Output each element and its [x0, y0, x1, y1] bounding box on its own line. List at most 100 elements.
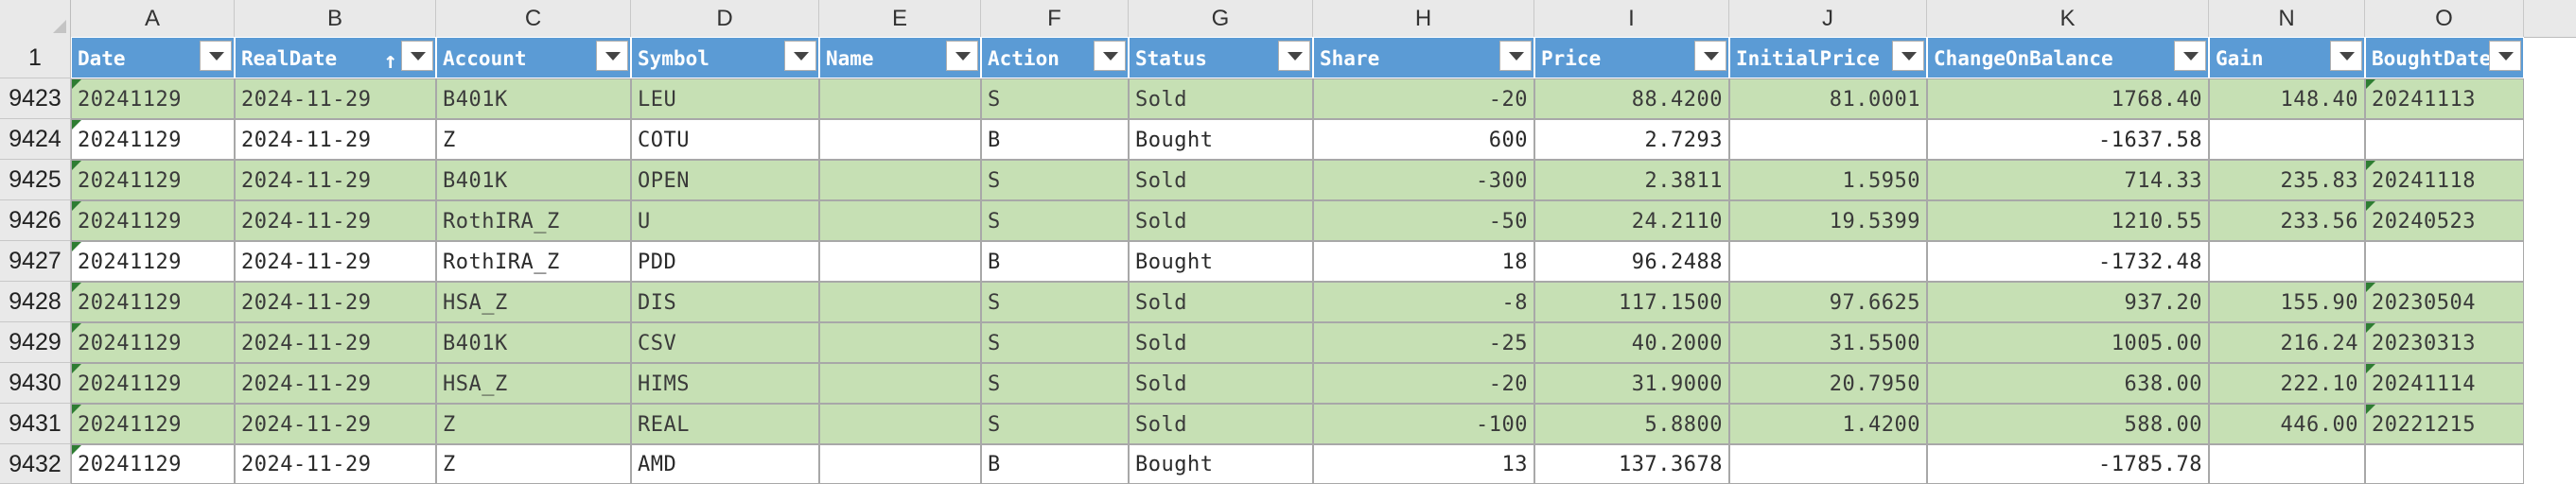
column-letter-n[interactable]: N — [2209, 0, 2365, 37]
table-cell[interactable]: B — [981, 119, 1129, 160]
row-number[interactable]: 1 — [0, 37, 71, 78]
table-cell[interactable]: 20241129 — [71, 160, 235, 200]
table-cell[interactable]: 20241129 — [71, 444, 235, 484]
row-number[interactable]: 9427 — [0, 241, 71, 282]
filter-dropdown-icon[interactable] — [1892, 41, 1924, 71]
table-cell[interactable]: HIMS — [631, 363, 819, 404]
table-cell[interactable]: B401K — [436, 78, 631, 119]
table-cell[interactable]: -1637.58 — [1927, 119, 2209, 160]
table-cell[interactable] — [819, 200, 981, 241]
filter-dropdown-icon[interactable] — [1278, 41, 1310, 71]
table-header-name[interactable]: Name — [819, 37, 981, 78]
table-cell[interactable]: 20230313 — [2365, 322, 2524, 363]
table-cell[interactable]: 96.2488 — [1534, 241, 1729, 282]
table-cell[interactable]: S — [981, 160, 1129, 200]
table-cell[interactable]: 20241129 — [71, 78, 235, 119]
table-cell[interactable] — [819, 119, 981, 160]
table-cell[interactable]: 20240523 — [2365, 200, 2524, 241]
table-cell[interactable]: S — [981, 78, 1129, 119]
table-cell[interactable] — [2365, 241, 2524, 282]
table-cell[interactable]: PDD — [631, 241, 819, 282]
table-cell[interactable]: 81.0001 — [1729, 78, 1927, 119]
table-cell[interactable]: Sold — [1129, 78, 1313, 119]
table-cell[interactable] — [819, 160, 981, 200]
table-header-date[interactable]: Date — [71, 37, 235, 78]
table-cell[interactable]: 88.4200 — [1534, 78, 1729, 119]
table-cell[interactable]: REAL — [631, 404, 819, 444]
table-cell[interactable]: 20241113 — [2365, 78, 2524, 119]
table-cell[interactable]: S — [981, 404, 1129, 444]
column-letter-j[interactable]: J — [1729, 0, 1927, 37]
column-letter-d[interactable]: D — [631, 0, 819, 37]
table-cell[interactable]: 31.5500 — [1729, 322, 1927, 363]
table-cell[interactable]: 2024-11-29 — [235, 404, 436, 444]
table-cell[interactable]: 20241129 — [71, 241, 235, 282]
select-all-corner[interactable] — [0, 0, 71, 37]
table-cell[interactable]: 235.83 — [2209, 160, 2365, 200]
table-cell[interactable]: 20241129 — [71, 119, 235, 160]
table-header-price[interactable]: Price — [1534, 37, 1729, 78]
table-cell[interactable]: Sold — [1129, 363, 1313, 404]
table-cell[interactable]: -100 — [1313, 404, 1534, 444]
table-cell[interactable]: 2024-11-29 — [235, 78, 436, 119]
filter-dropdown-icon[interactable] — [596, 41, 628, 71]
table-cell[interactable]: S — [981, 363, 1129, 404]
table-cell[interactable]: 2024-11-29 — [235, 241, 436, 282]
row-number[interactable]: 9431 — [0, 404, 71, 444]
filter-dropdown-icon[interactable] — [784, 41, 816, 71]
table-cell[interactable]: B — [981, 241, 1129, 282]
table-cell[interactable]: B401K — [436, 160, 631, 200]
table-cell[interactable]: 20241118 — [2365, 160, 2524, 200]
table-cell[interactable] — [1729, 241, 1927, 282]
table-cell[interactable]: 1005.00 — [1927, 322, 2209, 363]
table-cell[interactable]: S — [981, 200, 1129, 241]
table-cell[interactable]: B — [981, 444, 1129, 484]
table-cell[interactable]: 446.00 — [2209, 404, 2365, 444]
table-cell[interactable]: 1210.55 — [1927, 200, 2209, 241]
filter-dropdown-icon[interactable] — [1499, 41, 1532, 71]
table-cell[interactable] — [819, 404, 981, 444]
table-cell[interactable] — [2209, 241, 2365, 282]
filter-dropdown-icon[interactable] — [946, 41, 978, 71]
table-header-action[interactable]: Action — [981, 37, 1129, 78]
column-letter-f[interactable]: F — [981, 0, 1129, 37]
column-letter-o[interactable]: O — [2365, 0, 2524, 37]
column-letter-a[interactable]: A — [71, 0, 235, 37]
table-header-realdate[interactable]: RealDate ↑ — [235, 37, 436, 78]
table-cell[interactable] — [819, 322, 981, 363]
table-cell[interactable]: -50 — [1313, 200, 1534, 241]
table-cell[interactable]: 2024-11-29 — [235, 282, 436, 322]
table-cell[interactable]: AMD — [631, 444, 819, 484]
table-cell[interactable]: 20.7950 — [1729, 363, 1927, 404]
filter-dropdown-icon[interactable] — [2330, 41, 2362, 71]
table-cell[interactable]: Bought — [1129, 444, 1313, 484]
table-cell[interactable]: 20221215 — [2365, 404, 2524, 444]
table-header-changeonbalance[interactable]: ChangeOnBalance — [1927, 37, 2209, 78]
table-cell[interactable]: DIS — [631, 282, 819, 322]
table-cell[interactable]: RothIRA_Z — [436, 200, 631, 241]
table-cell[interactable]: 97.6625 — [1729, 282, 1927, 322]
table-cell[interactable]: 2.7293 — [1534, 119, 1729, 160]
table-cell[interactable] — [2209, 119, 2365, 160]
row-number[interactable]: 9425 — [0, 160, 71, 200]
table-cell[interactable] — [819, 444, 981, 484]
row-number[interactable]: 9432 — [0, 444, 71, 484]
table-cell[interactable] — [2365, 444, 2524, 484]
table-cell[interactable]: 588.00 — [1927, 404, 2209, 444]
row-number[interactable]: 9426 — [0, 200, 71, 241]
filter-dropdown-icon[interactable] — [1694, 41, 1726, 71]
table-cell[interactable]: 18 — [1313, 241, 1534, 282]
filter-dropdown-icon[interactable] — [2489, 41, 2521, 71]
table-cell[interactable]: Sold — [1129, 404, 1313, 444]
table-cell[interactable]: 20241114 — [2365, 363, 2524, 404]
table-cell[interactable]: 31.9000 — [1534, 363, 1729, 404]
column-letter-g[interactable]: G — [1129, 0, 1313, 37]
table-cell[interactable]: 233.56 — [2209, 200, 2365, 241]
table-cell[interactable]: 19.5399 — [1729, 200, 1927, 241]
table-cell[interactable]: Sold — [1129, 200, 1313, 241]
table-cell[interactable]: 20241129 — [71, 404, 235, 444]
column-letter-k[interactable]: K — [1927, 0, 2209, 37]
table-cell[interactable]: COTU — [631, 119, 819, 160]
table-cell[interactable]: U — [631, 200, 819, 241]
table-cell[interactable]: 1.5950 — [1729, 160, 1927, 200]
